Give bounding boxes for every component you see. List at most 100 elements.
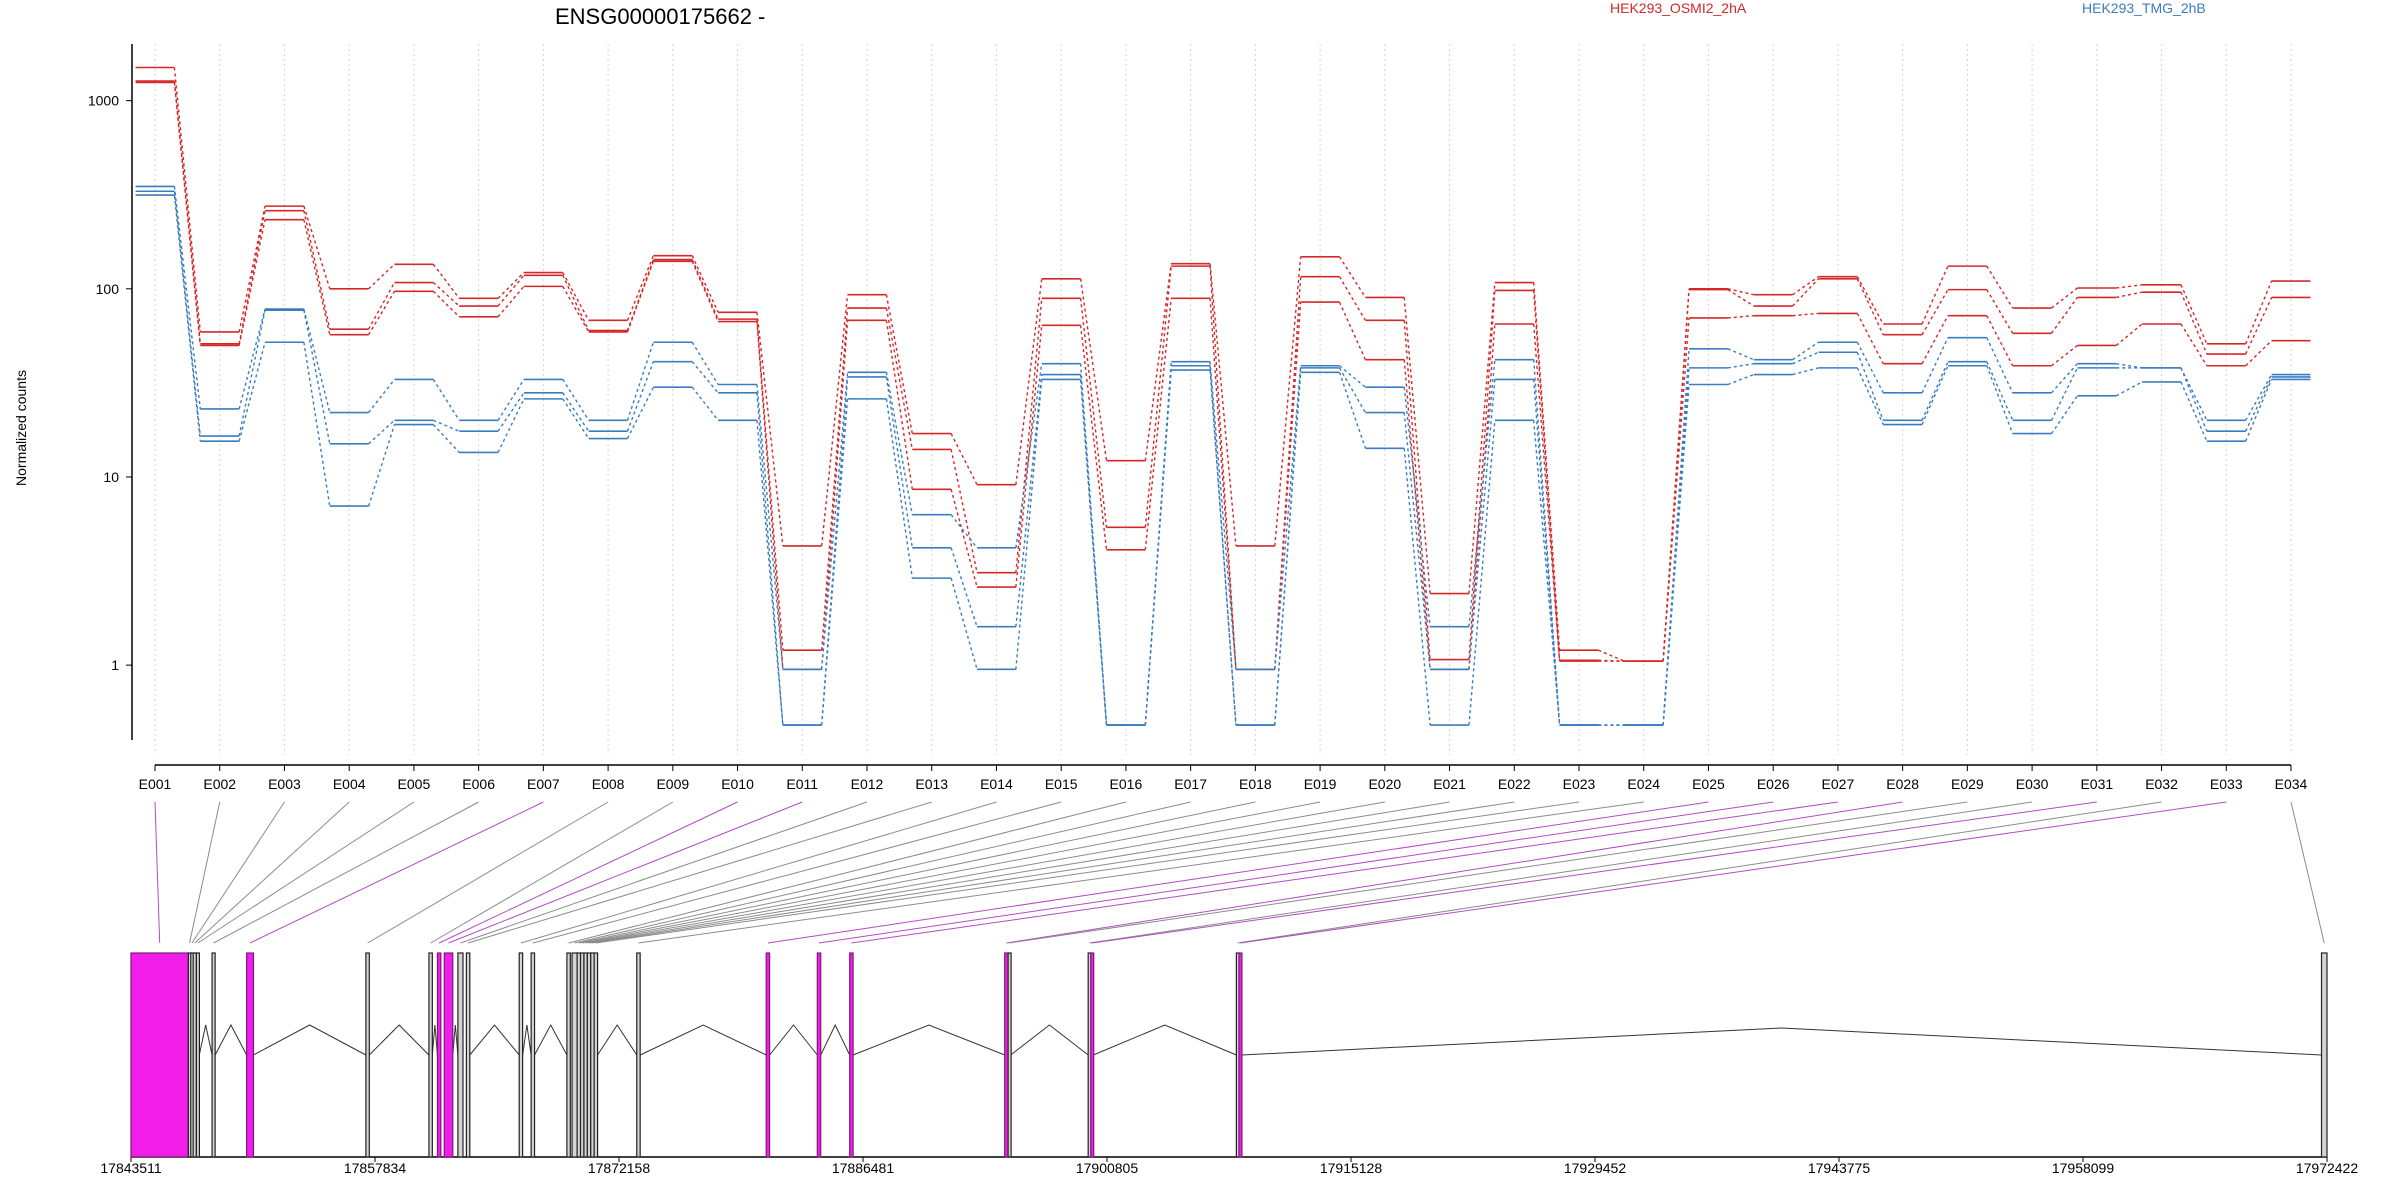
intron-line [368,1024,430,1056]
series-connector [1079,298,1108,528]
x-tick-label: E009 [656,776,689,792]
series-connector [2051,344,2078,367]
series-connector [1792,276,1819,296]
series-connector [1079,325,1108,550]
y-tick-label: 100 [96,281,120,297]
exon-box-E001 [130,952,189,1158]
series-connector [2180,291,2208,355]
genomic-tick-label: 17857834 [344,1160,407,1176]
series-connector [2051,287,2078,309]
exon-box-E013 [465,952,471,1158]
series-connector [1792,351,1819,365]
series-connector [2245,374,2273,421]
series-connector [950,433,978,485]
exon-box-E015 [530,952,536,1158]
series-connector [432,290,460,318]
exon-box-E017 [571,952,578,1158]
connector-E008 [367,801,609,944]
plot-axes: E001 E002 E003 E004 E005 E006 E007 E008 E009 E010… [88,44,2308,792]
intron-line [431,1024,438,1056]
series-connector [2115,381,2143,397]
series-connector [2245,297,2273,355]
connector-E032 [1237,801,2162,944]
series-connector [1468,420,1496,726]
connector-E029 [1009,801,1968,944]
x-tick-label: E018 [1239,776,1272,792]
series-connector [432,424,460,453]
series-connector [691,386,719,421]
series-connector [303,205,331,290]
x-tick-label: E006 [462,776,495,792]
series-connector [1403,387,1431,627]
series-connector [1727,348,1755,361]
series-HEK293_OSMI2_2hA [135,66,2311,662]
series-connector [1856,278,1884,336]
series-connector [1986,361,2014,421]
series-connector [1015,374,1043,627]
series-connector [1338,301,1367,360]
series-connector [1727,289,1755,307]
series-connector [1274,372,1302,726]
series-connector [433,419,460,432]
intron-line [1010,1024,1089,1056]
connector-E018 [578,801,1256,944]
exon-box-E010 [436,952,442,1158]
connector-E007 [249,801,544,944]
series-connector [238,308,266,410]
series-connector [1015,298,1043,573]
intron-line [214,1023,248,1056]
intron-line [852,1024,1005,1056]
series-connector [173,191,202,437]
series-connector [173,67,202,332]
series-connector [2245,379,2273,442]
series-connector [1209,263,1237,546]
series-connector [2116,362,2143,369]
series-connector [950,449,978,573]
x-tick-label: E016 [1110,776,1143,792]
series-connector [303,210,331,330]
series-connector [1921,365,1949,425]
series-connector [1338,256,1366,298]
series-connector [367,290,396,336]
connector-E026 [818,801,1774,944]
series-connector [1792,278,1819,307]
series-connector [1532,359,1561,726]
series-connector [497,272,525,299]
series-connector [303,219,331,335]
series-connector [1468,379,1496,670]
x-tick-label: E032 [2145,776,2178,792]
series-connector [432,263,460,299]
exon-box-E009 [428,952,433,1158]
intron-line [597,1024,638,1056]
series-connector [756,420,784,726]
intron-line [198,1024,213,1056]
series-connector [1403,448,1431,726]
series-connector [1338,372,1367,449]
connector-E012 [460,801,868,944]
series-connector [885,398,914,579]
x-tick-label: E013 [915,776,948,792]
series-connector [1144,369,1172,726]
connector-E025 [767,801,1709,944]
connector-E023 [595,801,1580,944]
series-connector [1921,315,1949,365]
x-tick-label: E008 [592,776,625,792]
series-connector [2180,323,2208,367]
x-tick-label: E021 [1433,776,1466,792]
genomic-tick-label: 17843511 [100,1160,161,1176]
series-connector [691,255,719,313]
y-tick-label: 1 [111,657,119,673]
series-HEK293_OSMI2_2hA [135,80,2311,671]
gene-model-track: 17843511 17857834 17872158 17886481 17900805… [100,952,2358,1176]
series-connector [1274,365,1302,670]
legend-entry-tmg: HEK293_TMG_2hB [2082,0,2206,16]
connector-E015 [532,801,1062,944]
x-tick-label: E026 [1757,776,1790,792]
series-connector [2245,280,2273,345]
series-connector [1015,379,1043,670]
series-connector [1144,298,1172,550]
series-connector [1274,276,1302,670]
series-connector [1209,369,1237,726]
series-connector [1468,323,1496,670]
